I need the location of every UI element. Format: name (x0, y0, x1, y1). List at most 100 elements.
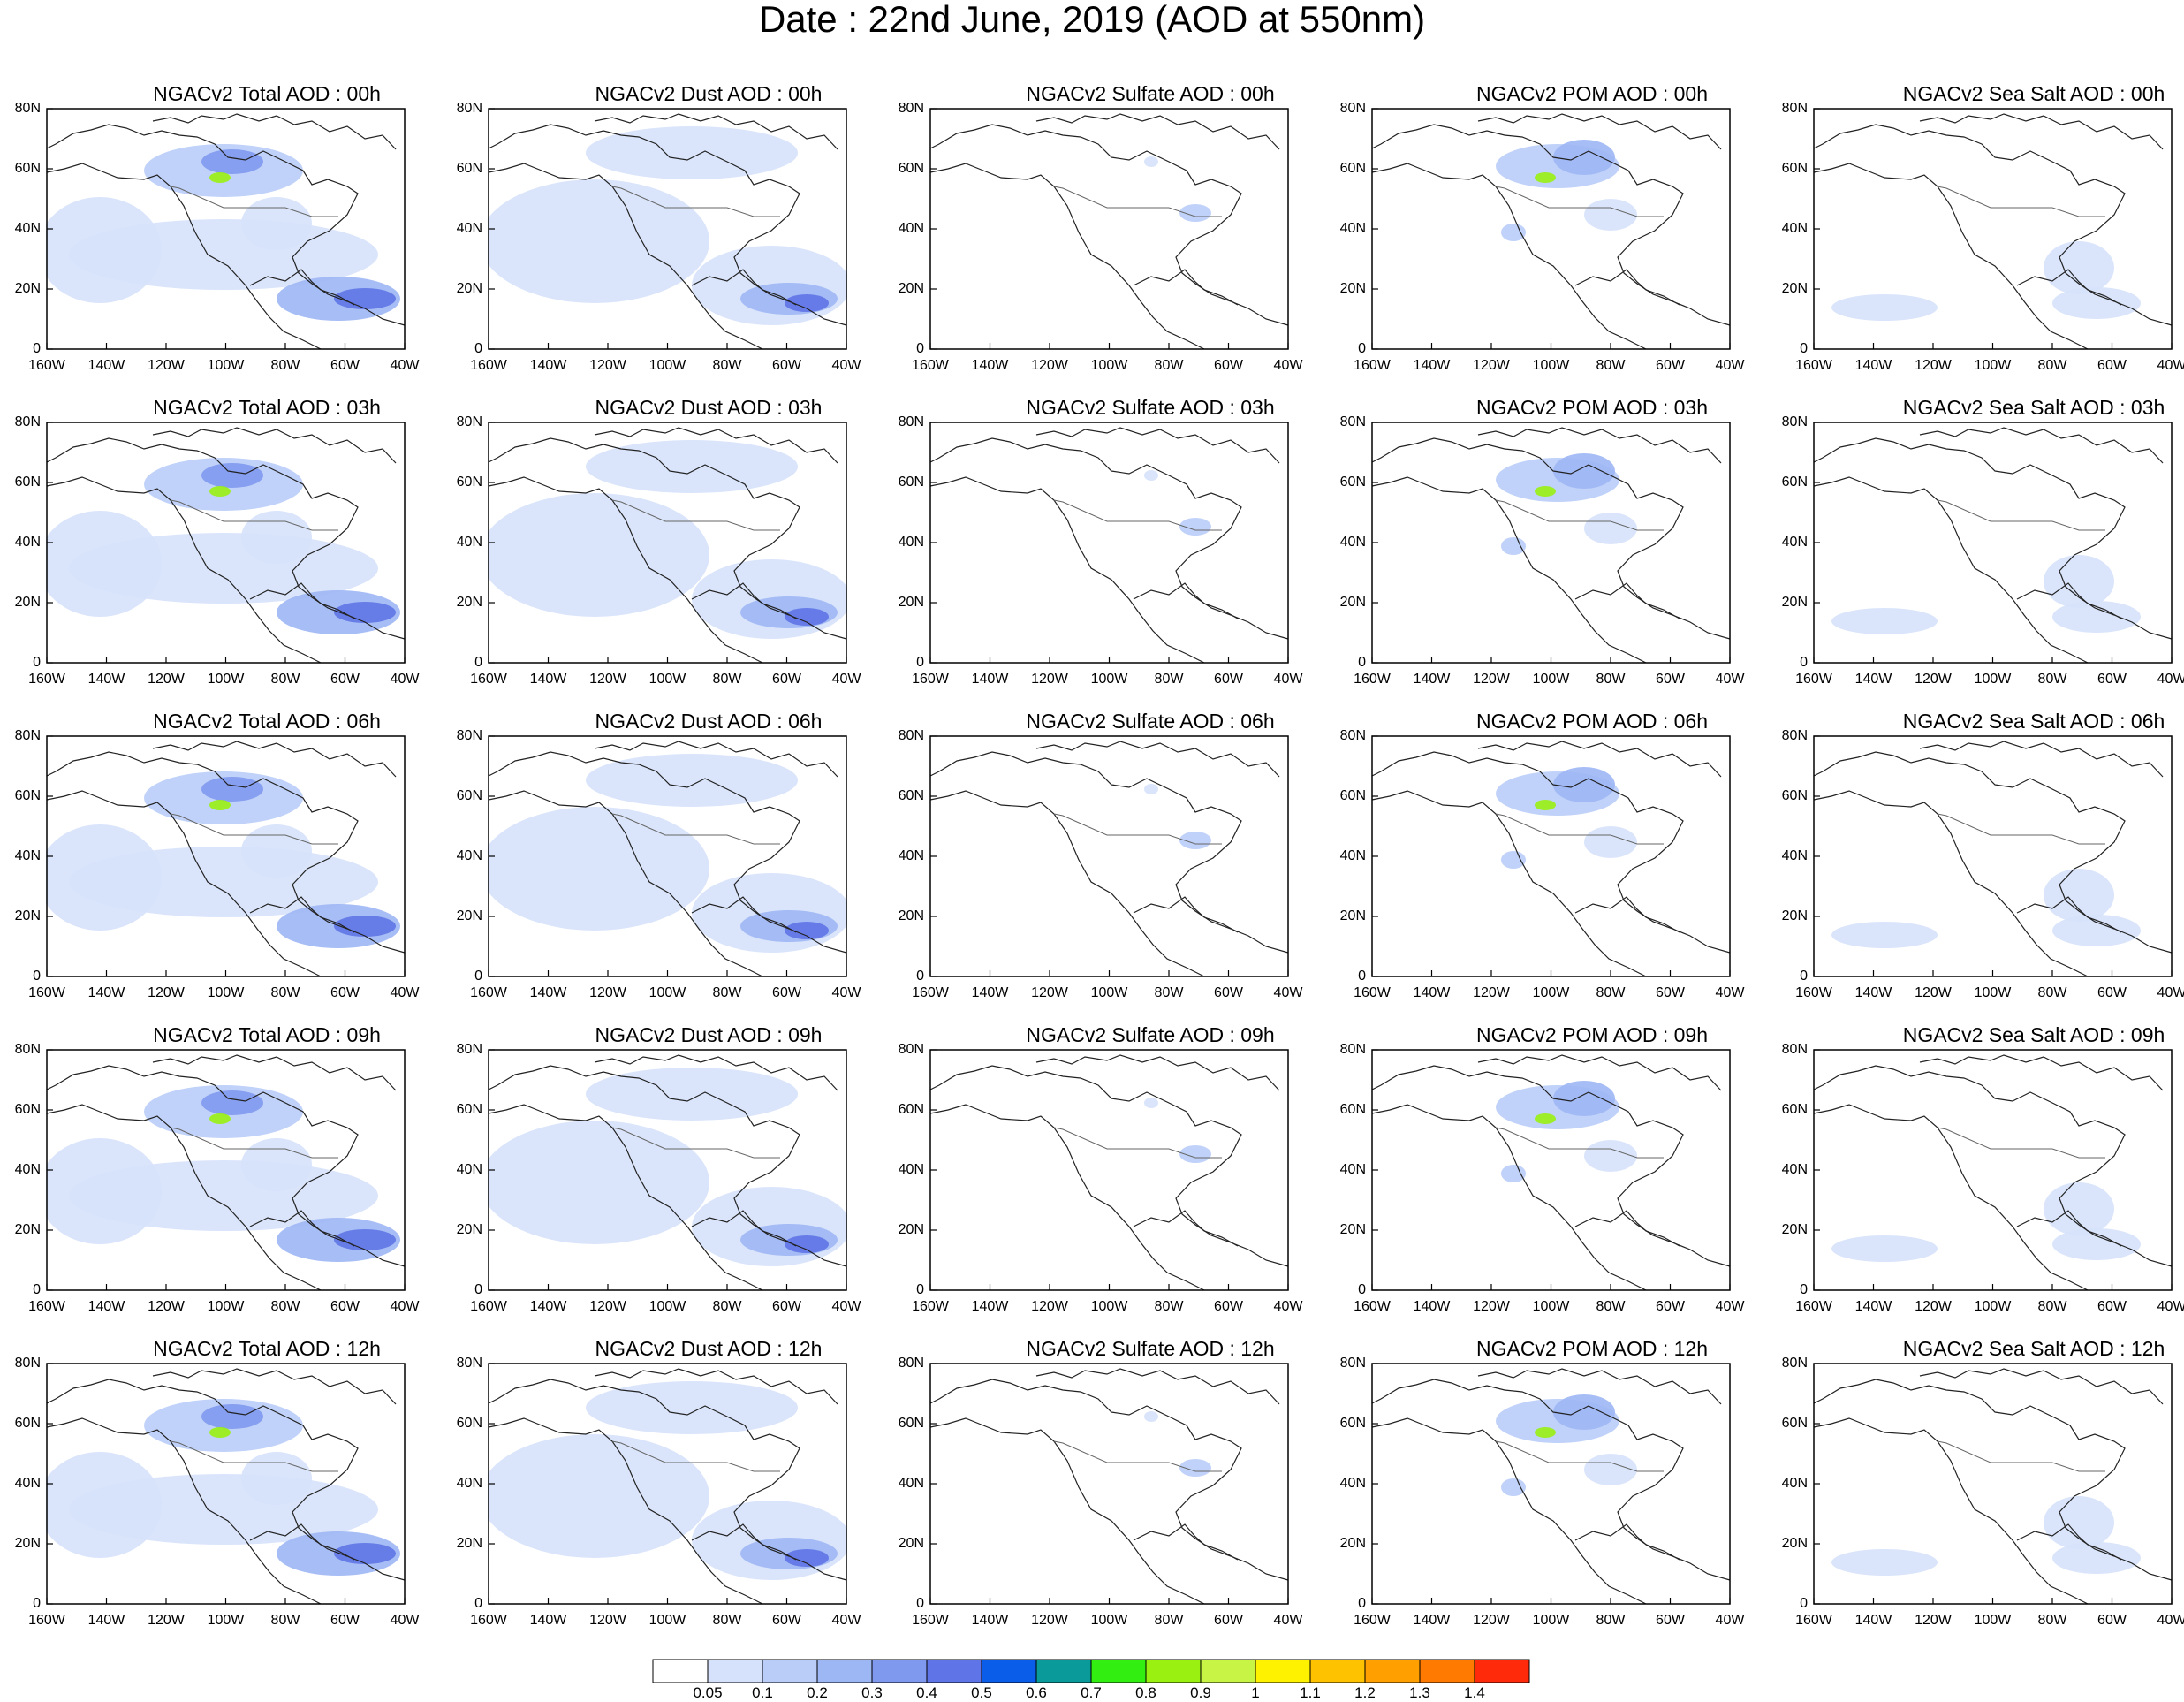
map-panel-seasalt-3: NGACv2 Sea Salt AOD : 09h 80N 60N 40N 20N 0 16… (1782, 1022, 2184, 1336)
coastline (1133, 582, 1239, 619)
map-panel-seasalt-0: NGACv2 Sea Salt AOD : 00h 80N 60N 40N 20N 0 16… (1782, 81, 2184, 395)
political-border (1937, 186, 2105, 217)
lon-label: 40W (831, 358, 861, 373)
panel-title: NGACv2 Total AOD : 00h (153, 82, 381, 105)
lon-label: 40W (831, 985, 861, 1000)
coastline (488, 124, 847, 350)
lon-label: 80W (270, 1299, 300, 1314)
lat-label: 40N (1339, 535, 1366, 550)
coastline (1477, 427, 1722, 464)
lon-label: 80W (270, 1613, 300, 1628)
lon-label: 80W (270, 672, 300, 687)
lon-label: 120W (1473, 1613, 1510, 1628)
lat-label: 80N (898, 1042, 924, 1057)
coastline (1477, 113, 1722, 150)
coastline (1574, 582, 1680, 619)
lat-label: 0 (1358, 655, 1366, 670)
aod-map (46, 1363, 406, 1605)
lon-label: 140W (87, 672, 125, 687)
lon-label: 80W (1154, 1299, 1184, 1314)
lon-label: 40W (1715, 1299, 1745, 1314)
political-border (170, 186, 338, 217)
colorbar-label: 1.1 (1300, 1684, 1321, 1701)
lon-label: 140W (87, 358, 125, 373)
lon-label: 160W (28, 672, 65, 687)
lat-label: 80N (898, 1356, 924, 1371)
lon-label: 60W (1656, 1299, 1685, 1314)
lat-label: 40N (456, 1476, 482, 1491)
lat-label: 0 (33, 341, 41, 356)
political-border (1937, 813, 2105, 845)
lon-label: 100W (1090, 672, 1128, 687)
aod-plume (46, 824, 162, 931)
coastline (2016, 1210, 2122, 1247)
lat-label: 80N (1339, 728, 1366, 743)
lat-label: 80N (1781, 101, 1808, 116)
coastline (46, 1379, 406, 1605)
lat-label: 40N (898, 848, 924, 863)
lat-label: 60N (456, 1416, 482, 1431)
lon-label: 40W (1273, 1299, 1303, 1314)
lon-label: 120W (1031, 985, 1068, 1000)
lat-label: 40N (1339, 1162, 1366, 1177)
lon-label: 40W (831, 1613, 861, 1628)
lon-label: 40W (390, 1613, 420, 1628)
lon-label: 60W (1214, 985, 1243, 1000)
lon-label: 100W (1974, 358, 2012, 373)
aod-plume (1535, 172, 1556, 183)
political-border (1937, 1440, 2105, 1472)
lon-label: 80W (1596, 1613, 1626, 1628)
lon-label: 60W (330, 985, 360, 1000)
coastline (1035, 741, 1280, 778)
lat-label: 20N (14, 595, 41, 610)
map-panel-pom-3: NGACv2 POM AOD : 09h 80N 60N 40N 20N 0 160W 140… (1340, 1022, 1813, 1336)
lon-label: 40W (390, 358, 420, 373)
colorbar-box (707, 1659, 763, 1683)
aod-plume (488, 807, 709, 931)
lon-label: 160W (28, 985, 65, 1000)
lat-label: 60N (1339, 475, 1366, 490)
panel-title: NGACv2 Sea Salt AOD : 09h (1902, 1023, 2165, 1046)
lon-label: 160W (28, 358, 65, 373)
map-panel-total-3: NGACv2 Total AOD : 09h 80N 60N 40N 20N 0 160W 1… (15, 1022, 488, 1336)
lon-label: 80W (1154, 985, 1184, 1000)
lon-label: 80W (1154, 358, 1184, 373)
panel-title: NGACv2 Sulfate AOD : 00h (1026, 82, 1275, 105)
lat-label: 0 (474, 1596, 482, 1611)
panel-title: NGACv2 POM AOD : 06h (1475, 710, 1709, 733)
lon-label: 60W (2097, 358, 2127, 373)
aod-map (929, 1049, 1289, 1291)
lon-label: 80W (1154, 672, 1184, 687)
aod-plume (334, 602, 396, 623)
colorbar-box (762, 1659, 818, 1683)
coastline (1919, 113, 2164, 150)
aod-map (46, 1049, 406, 1291)
aod-plume (2044, 869, 2114, 922)
coastline (249, 269, 355, 306)
colorbar-box (652, 1659, 709, 1683)
aod-field (488, 1381, 847, 1580)
colorbar-box (1090, 1659, 1147, 1683)
coastline (691, 269, 797, 306)
coastline (1813, 1379, 2173, 1605)
lat-label: 80N (1781, 1042, 1808, 1057)
political-border (170, 1127, 338, 1159)
lon-label: 80W (712, 672, 742, 687)
coastline (1477, 741, 1722, 778)
coastline (594, 113, 838, 150)
lon-label: 80W (712, 985, 742, 1000)
lat-label: 20N (898, 595, 924, 610)
lon-label: 40W (1715, 985, 1745, 1000)
political-border (1053, 1127, 1222, 1159)
lat-label: 80N (456, 1356, 482, 1371)
aod-plume (1501, 1165, 1526, 1182)
lat-label: 80N (14, 728, 41, 743)
lon-label: 80W (2037, 358, 2067, 373)
aod-map (46, 108, 406, 350)
aod-plume (1831, 294, 1938, 321)
lat-label: 0 (1800, 969, 1808, 984)
lat-label: 80N (1339, 1042, 1366, 1057)
lon-label: 120W (1915, 358, 1952, 373)
political-border (170, 499, 338, 531)
colorbar-box (1419, 1659, 1475, 1683)
